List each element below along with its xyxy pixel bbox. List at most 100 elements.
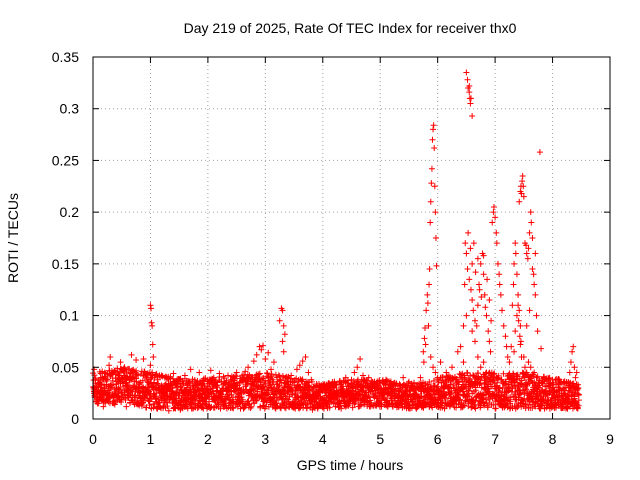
data-point [276, 317, 283, 324]
data-point [339, 388, 346, 395]
data-point [202, 395, 209, 402]
data-point [147, 362, 154, 369]
data-point [454, 348, 461, 355]
data-point [322, 387, 329, 394]
x-tick-label: 1 [147, 431, 155, 447]
data-point [472, 317, 479, 324]
data-point [526, 229, 533, 236]
data-point [431, 145, 438, 152]
data-point [514, 371, 521, 378]
data-point [422, 324, 429, 331]
data-point [316, 382, 323, 389]
data-point [97, 380, 104, 387]
data-point [414, 381, 421, 388]
data-point [523, 242, 530, 249]
data-point [535, 379, 542, 386]
data-point [305, 382, 312, 389]
data-point [517, 341, 524, 348]
data-point [469, 112, 476, 119]
data-point [526, 374, 533, 381]
data-point [541, 405, 548, 412]
data-point [466, 82, 473, 89]
data-point [117, 359, 124, 366]
data-point [351, 369, 358, 376]
data-point [110, 369, 117, 376]
data-point [407, 402, 414, 409]
data-point [430, 377, 437, 384]
data-point [463, 250, 470, 257]
data-point [291, 379, 298, 386]
data-point [574, 385, 581, 392]
data-point [489, 219, 496, 226]
data-point [256, 343, 263, 350]
data-point [495, 372, 502, 379]
data-point [348, 376, 355, 383]
data-point [151, 379, 158, 386]
data-point [143, 404, 150, 411]
data-point [362, 379, 369, 386]
data-point [511, 260, 518, 267]
data-point [91, 372, 98, 379]
data-point [299, 376, 306, 383]
data-point [467, 95, 474, 102]
data-point [450, 381, 457, 388]
data-point [506, 359, 513, 366]
data-point [533, 312, 540, 319]
data-point [424, 291, 431, 298]
data-point [529, 266, 536, 273]
data-point [235, 391, 242, 398]
data-point [571, 364, 578, 371]
data-point [492, 214, 499, 221]
data-point [94, 400, 101, 407]
data-point [106, 389, 113, 396]
data-point [176, 378, 183, 385]
data-point [433, 262, 440, 269]
data-point [199, 381, 206, 388]
data-point [183, 403, 190, 410]
data-point [518, 403, 525, 410]
data-point [107, 353, 114, 360]
y-tick-label: 0.3 [60, 101, 80, 117]
data-point [494, 379, 501, 386]
data-point [574, 405, 581, 412]
data-point [434, 374, 441, 381]
x-tick-label: 7 [491, 431, 499, 447]
data-point [127, 391, 134, 398]
data-point [485, 328, 492, 335]
data-point [111, 401, 118, 408]
data-point [558, 403, 565, 410]
data-point [520, 353, 527, 360]
data-point [490, 401, 497, 408]
data-point [523, 382, 530, 389]
data-point [190, 384, 197, 391]
data-point [204, 376, 211, 383]
data-point [429, 404, 436, 411]
data-point [428, 165, 435, 172]
data-point [328, 390, 335, 397]
data-point [467, 245, 474, 252]
data-point [508, 343, 515, 350]
data-point [486, 297, 493, 304]
data-point [123, 403, 130, 410]
data-point [512, 240, 519, 247]
data-point [153, 390, 160, 397]
data-point [378, 403, 385, 410]
data-point [575, 397, 582, 404]
data-point [500, 370, 507, 377]
data-point [389, 403, 396, 410]
data-point [443, 369, 450, 376]
data-point [458, 403, 465, 410]
data-point [466, 276, 473, 283]
data-point [239, 376, 246, 383]
data-point [167, 380, 174, 387]
data-point [540, 398, 547, 405]
data-point [411, 379, 418, 386]
data-point [206, 403, 213, 410]
data-point [372, 402, 379, 409]
data-point [343, 402, 350, 409]
data-point [274, 403, 281, 410]
data-point [171, 404, 178, 411]
data-point [532, 291, 539, 298]
data-point [530, 271, 537, 278]
data-point [523, 250, 530, 257]
